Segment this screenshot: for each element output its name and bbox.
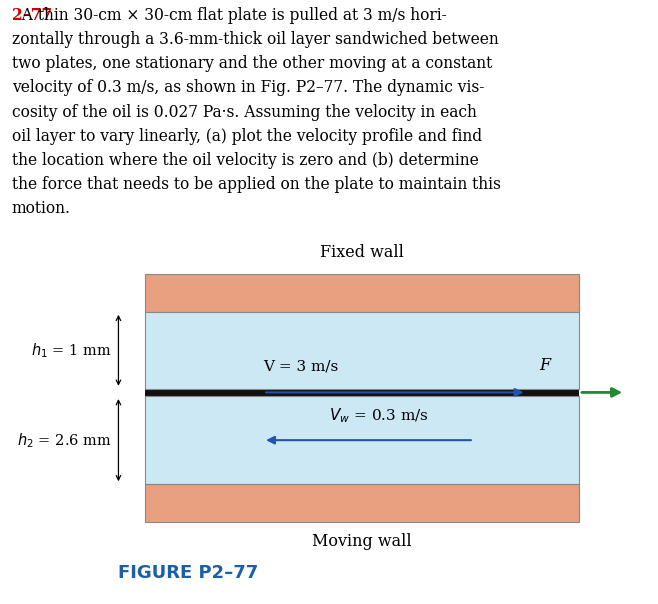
Bar bbox=[145, 312, 579, 389]
Text: two plates, one stationary and the other moving at a constant: two plates, one stationary and the other… bbox=[12, 55, 492, 72]
Text: $h_1$ = 1 mm: $h_1$ = 1 mm bbox=[31, 341, 112, 359]
Text: cosity of the oil is 0.027 Pa·s. Assuming the velocity in each: cosity of the oil is 0.027 Pa·s. Assumin… bbox=[12, 103, 476, 121]
Text: motion.: motion. bbox=[12, 200, 71, 217]
Text: 2–77: 2–77 bbox=[12, 7, 52, 24]
Text: FIGURE P2–77: FIGURE P2–77 bbox=[118, 564, 259, 582]
Text: Fixed wall: Fixed wall bbox=[320, 245, 404, 262]
Text: the location where the oil velocity is zero and (b) determine: the location where the oil velocity is z… bbox=[12, 152, 478, 169]
Text: V = 3 m/s: V = 3 m/s bbox=[263, 360, 338, 374]
Text: velocity of 0.3 m/s, as shown in Fig. P2–77. The dynamic vis-: velocity of 0.3 m/s, as shown in Fig. P2… bbox=[12, 79, 484, 97]
Bar bbox=[145, 389, 579, 396]
Bar bbox=[145, 396, 579, 484]
Text: Moving wall: Moving wall bbox=[312, 533, 412, 550]
Bar bbox=[145, 396, 579, 484]
Text: $h_2$ = 2.6 mm: $h_2$ = 2.6 mm bbox=[17, 431, 112, 449]
Text: oil layer to vary linearly, (a) plot the velocity profile and find: oil layer to vary linearly, (a) plot the… bbox=[12, 127, 482, 145]
Bar bbox=[145, 484, 579, 522]
Text: the force that needs to be applied on the plate to maintain this: the force that needs to be applied on th… bbox=[12, 176, 501, 193]
Text: $V_w$ = 0.3 m/s: $V_w$ = 0.3 m/s bbox=[329, 406, 429, 425]
Text: zontally through a 3.6-mm-thick oil layer sandwiched between: zontally through a 3.6-mm-thick oil laye… bbox=[12, 31, 499, 48]
Text: A thin 30-cm × 30-cm flat plate is pulled at 3 m/s hori-: A thin 30-cm × 30-cm flat plate is pulle… bbox=[12, 7, 447, 24]
Bar bbox=[145, 274, 579, 312]
Text: F: F bbox=[540, 357, 551, 374]
Bar bbox=[145, 312, 579, 389]
